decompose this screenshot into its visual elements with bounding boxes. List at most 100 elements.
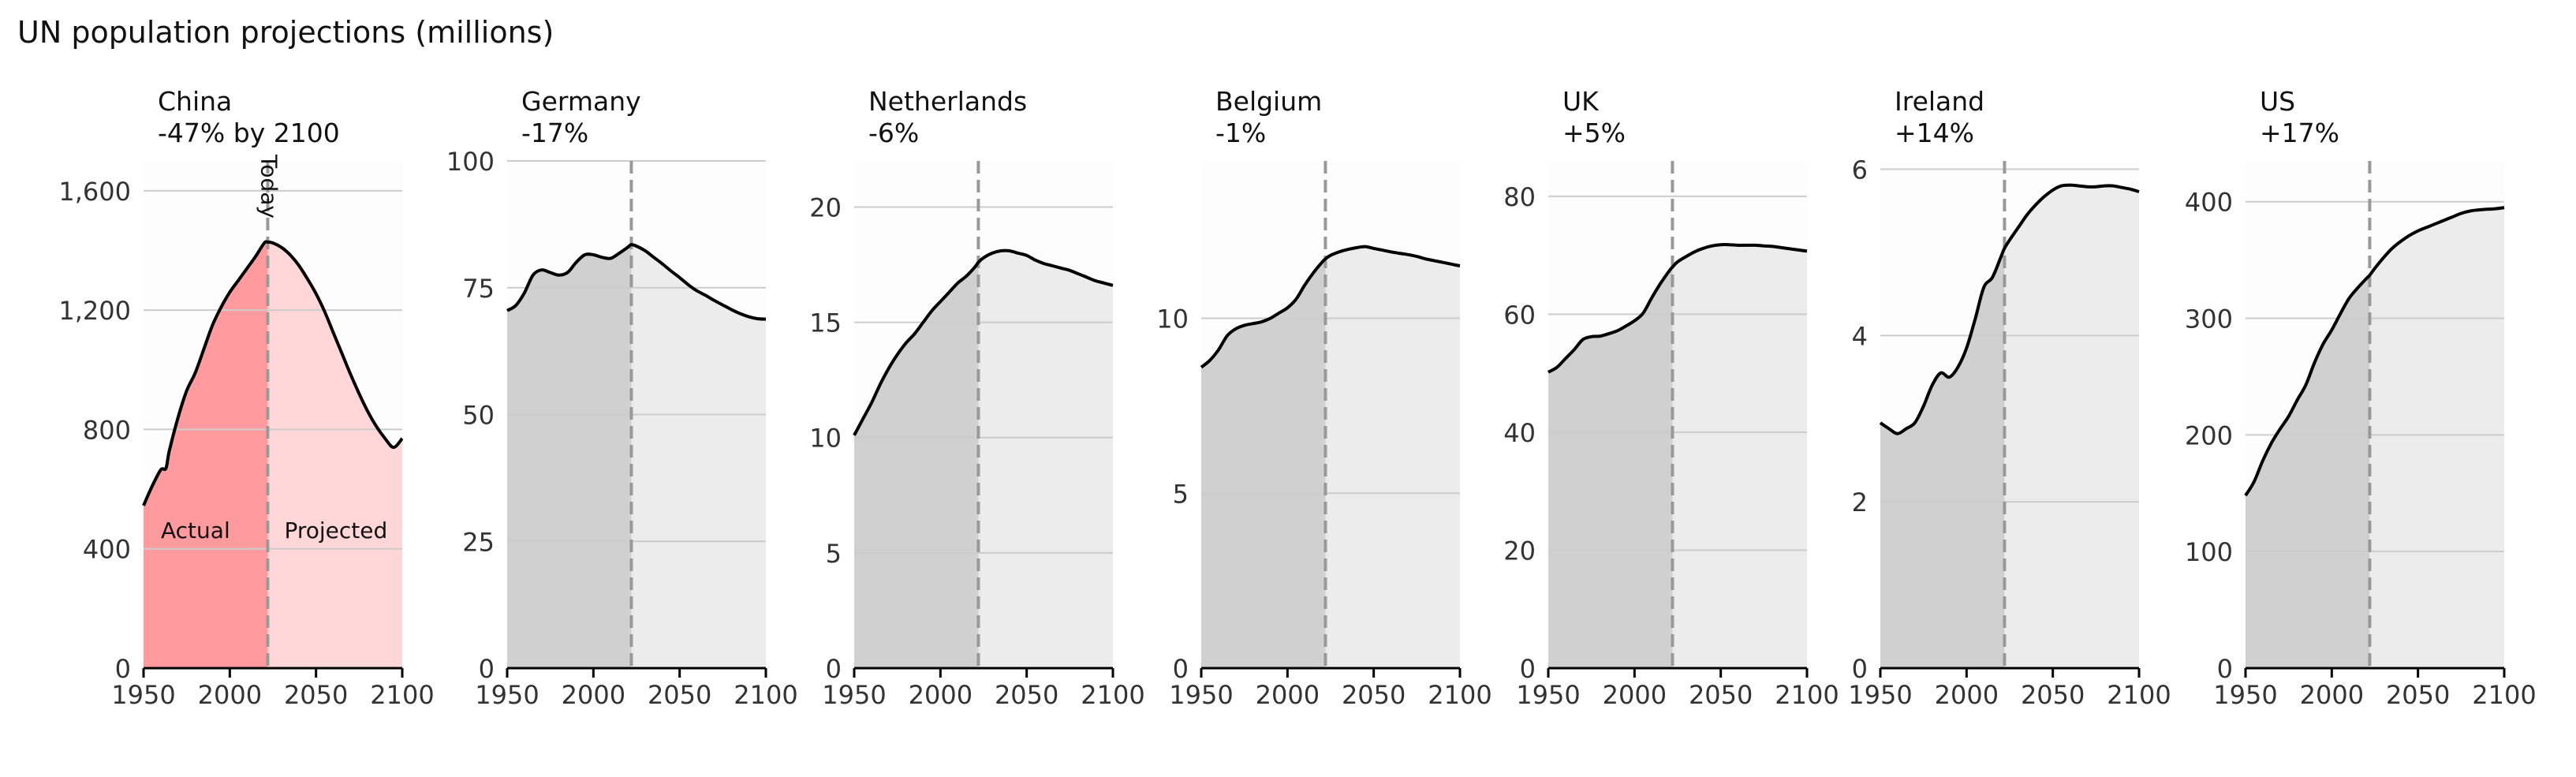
y-tick-label: 80 [1503,182,1536,212]
y-tick-label: 0 [479,654,495,684]
country-name: UK [1562,86,1600,117]
x-tick-label: 2050 [2386,680,2450,710]
area-projected [1672,245,1807,668]
country-name: Netherlands [868,86,1027,117]
panel-china: 0 400 800 1,200 1,600 1950 2000 2050 2100 China-4… [58,86,434,710]
x-tick-label: 2100 [734,680,797,710]
x-tick-label: 1950 [2213,680,2277,710]
y-tick-label: 5 [1173,479,1189,509]
y-tick-label: 800 [83,415,131,445]
x-tick-label: 2000 [1603,680,1667,710]
area-projected [631,245,766,668]
y-tick-label: 1,200 [58,296,131,326]
area-actual [854,262,979,668]
country-name: US [2260,86,2295,117]
actual-label: Actual [161,517,230,544]
change-label: +5% [1562,118,1626,148]
y-tick-label: 200 [2185,420,2233,450]
y-tick-label: 75 [462,274,495,304]
x-tick-label: 2050 [1689,680,1753,710]
series-line [1200,245,1461,369]
change-label: -47% by 2100 [158,118,340,148]
area-actual [2246,275,2370,668]
projected-label: Projected [284,517,387,544]
y-tick-label: 300 [2185,304,2233,334]
y-tick-label: 6 [1852,155,1868,185]
x-tick-label: 2100 [2472,680,2536,710]
panel-ireland: 0 2 4 6 1950 2000 2050 2100 Ireland+14% [1848,86,2171,710]
change-label: -6% [868,118,919,148]
y-tick-label: 5 [826,539,842,569]
panel-us: 0 100 200 300 400 1950 2000 2050 2100 US+17% [2185,86,2537,710]
y-tick-label: 25 [462,527,495,557]
y-tick-label: 0 [1852,654,1868,684]
x-tick-label: 2050 [2021,680,2085,710]
x-tick-label: 2050 [648,680,711,710]
x-tick-label: 1950 [1848,680,1912,710]
x-tick-label: 2100 [1428,680,1491,710]
change-label: +17% [2260,118,2339,148]
x-tick-label: 1950 [822,680,886,710]
chart-title: UN population projections (millions) [17,15,554,50]
area-actual [144,241,268,668]
area-actual [1880,248,2005,668]
x-tick-label: 2100 [1775,680,1839,710]
y-tick-label: 15 [809,308,842,338]
series-line [1879,183,2140,435]
y-tick-label: 0 [1520,654,1536,684]
series-line [506,243,767,321]
change-label: +14% [1895,118,1974,148]
series-line [1547,243,1808,374]
area-actual [1548,267,1673,668]
panel-belgium: 0 5 10 1950 2000 2050 2100 Belgium-1% [1156,86,1491,710]
area-actual [1201,259,1326,668]
y-tick-label: 2 [1852,487,1868,517]
area-projected [1325,246,1460,668]
country-name: Germany [521,86,641,117]
panel-netherlands: 0 5 10 15 20 1950 2000 2050 2100 Netherlands-6% [809,86,1144,710]
x-tick-label: 2100 [370,680,434,710]
series-line [142,240,404,506]
series-line [853,248,1114,436]
y-tick-label: 60 [1503,300,1536,330]
country-name: Belgium [1215,86,1322,117]
x-tick-label: 2050 [995,680,1058,710]
y-tick-label: 400 [2185,188,2233,218]
y-tick-label: 0 [115,654,131,684]
x-tick-label: 1950 [475,680,539,710]
y-tick-label: 100 [2185,537,2233,567]
y-tick-label: 0 [826,654,842,684]
y-tick-label: 20 [809,192,842,222]
area-projected [267,241,402,668]
x-tick-label: 2050 [1342,680,1406,710]
y-tick-label: 400 [83,535,131,565]
y-tick-label: 0 [1173,654,1189,684]
x-tick-label: 2000 [1256,680,1320,710]
area-projected [2004,185,2139,668]
y-tick-label: 20 [1503,536,1536,566]
x-tick-label: 2000 [909,680,973,710]
x-tick-label: 2000 [2300,680,2364,710]
change-label: -17% [521,118,588,148]
y-tick-label: 0 [2217,654,2233,684]
y-tick-label: 10 [809,424,842,454]
y-tick-label: 50 [462,401,495,431]
y-tick-label: 10 [1156,304,1189,334]
x-tick-label: 2000 [1935,680,1999,710]
y-tick-label: 100 [446,147,495,177]
x-tick-label: 1950 [1516,680,1580,710]
series-line [2244,206,2505,497]
x-tick-label: 2000 [198,680,262,710]
panel-uk: 0 20 40 60 80 1950 2000 2050 2100 UK+5% [1503,86,1839,710]
change-label: -1% [1215,118,1266,148]
y-tick-label: 4 [1852,321,1868,351]
panel-germany: 0 25 50 75 100 1950 2000 2050 2100 Germany-17% [446,86,798,710]
area-projected [2369,207,2504,668]
country-name: China [158,86,232,117]
area-projected [978,250,1113,668]
x-tick-label: 1950 [111,680,175,710]
today-label: Today [256,154,282,219]
y-tick-label: 1,600 [58,177,131,207]
